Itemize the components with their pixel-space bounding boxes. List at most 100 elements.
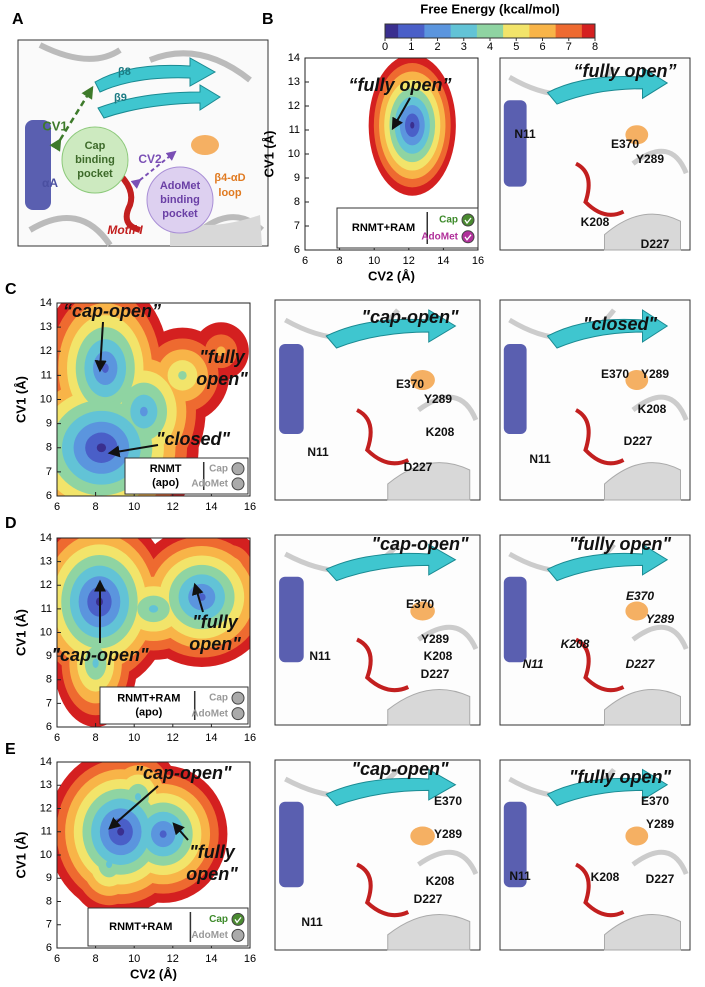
y-tick-label: 14 xyxy=(40,756,52,768)
helix xyxy=(25,120,51,210)
annotation-arrow xyxy=(172,822,189,841)
beta-strand xyxy=(546,543,669,582)
y-tick-label: 13 xyxy=(288,76,300,88)
structure-panel xyxy=(499,759,691,951)
label: β8 xyxy=(118,66,131,78)
residue-label: D227 xyxy=(624,434,653,448)
structure-panel xyxy=(499,534,691,726)
x-tick-label: 10 xyxy=(128,501,140,513)
x-axis-label: CV2 (Å) xyxy=(368,268,415,283)
loop xyxy=(574,862,625,918)
y-tick-label: 9 xyxy=(294,172,300,184)
legend-box xyxy=(124,457,249,495)
colorbar-band xyxy=(437,24,452,38)
x-tick-label: 16 xyxy=(472,255,484,267)
legend-check xyxy=(464,217,472,225)
x-tick-label: 12 xyxy=(403,255,415,267)
residue-label: N11 xyxy=(309,649,331,663)
legend-ligand: AdoMet xyxy=(191,479,228,490)
residue-label: N11 xyxy=(522,657,543,671)
y-tick-label: 13 xyxy=(40,321,52,333)
x-tick-label: 14 xyxy=(205,501,217,513)
y-tick-label: 10 xyxy=(288,148,300,160)
y-tick-label: 12 xyxy=(40,579,52,591)
x-tick-label: 14 xyxy=(437,255,449,267)
x-tick-label: 8 xyxy=(93,732,99,744)
y-tick-label: 8 xyxy=(46,895,52,907)
colorbar-band xyxy=(463,24,478,38)
residue-label: E370 xyxy=(396,377,424,391)
annotation-arrow xyxy=(108,785,159,830)
y-axis-label: CV1 (Å) xyxy=(13,609,28,656)
loop-ribbon xyxy=(625,370,649,390)
legend-ligand: Cap xyxy=(209,914,228,925)
colorbar-tick-label: 1 xyxy=(408,41,414,53)
legend-ligand: Cap xyxy=(209,693,228,704)
loop-ribbon xyxy=(625,125,649,145)
legend-box xyxy=(87,907,249,947)
structure-panel xyxy=(274,759,481,951)
residue-label: Y289 xyxy=(636,152,664,166)
label: binding xyxy=(75,154,115,166)
label: Motif I xyxy=(107,223,143,237)
residue-label: K208 xyxy=(424,649,453,663)
colorbar-band xyxy=(568,24,583,38)
residue-label: N11 xyxy=(307,445,329,459)
helix xyxy=(279,576,304,663)
colorbar-band xyxy=(424,24,438,38)
y-tick-label: 10 xyxy=(40,626,52,638)
colorbar-band xyxy=(450,24,465,38)
loop xyxy=(574,161,625,217)
loop-ribbon xyxy=(410,601,435,621)
x-tick-label: 12 xyxy=(167,953,179,965)
helix xyxy=(604,689,681,726)
legend-marker xyxy=(231,477,245,491)
x-tick-label: 8 xyxy=(93,953,99,965)
x-tick-label: 14 xyxy=(205,732,217,744)
energy-contour xyxy=(106,860,113,869)
x-tick-label: 8 xyxy=(93,501,99,513)
legend-system: (apo) xyxy=(152,477,179,489)
annotation: "cap-open" xyxy=(51,645,149,665)
x-tick-label: 16 xyxy=(244,953,256,965)
legend-box xyxy=(336,207,479,249)
x-tick-label: 12 xyxy=(167,501,179,513)
y-tick-label: 12 xyxy=(40,345,52,357)
structure-title: "cap-open" xyxy=(351,759,449,779)
x-tick-label: 16 xyxy=(244,732,256,744)
y-tick-label: 9 xyxy=(46,650,52,662)
x-tick-label: 16 xyxy=(244,501,256,513)
annotation: "cap-open" xyxy=(134,763,232,783)
energy-contour xyxy=(92,658,99,668)
legend-marker xyxy=(231,928,245,942)
annotation: "closed" xyxy=(156,429,231,449)
y-tick-label: 11 xyxy=(41,369,52,381)
label: Cap xyxy=(85,140,106,152)
y-tick-label: 6 xyxy=(294,244,300,256)
y-tick-label: 12 xyxy=(288,100,300,112)
residue-label: N11 xyxy=(301,915,323,929)
residue-label: K208 xyxy=(426,874,455,888)
residue-label: K208 xyxy=(591,870,620,884)
residue-label: D227 xyxy=(626,657,656,671)
y-tick-label: 14 xyxy=(288,52,300,64)
colorbar-band xyxy=(581,24,596,38)
x-tick-label: 10 xyxy=(128,953,140,965)
energy-contour xyxy=(148,605,159,613)
x-tick-label: 10 xyxy=(128,732,140,744)
energy-contour xyxy=(134,793,142,801)
helix xyxy=(604,213,681,251)
structure-title: "fully open" xyxy=(569,534,672,554)
colorbar-band xyxy=(516,24,530,38)
residue-label: E370 xyxy=(601,367,629,381)
legend-marker xyxy=(231,912,245,926)
y-tick-label: 10 xyxy=(40,849,52,861)
legend-marker xyxy=(461,230,475,244)
energy-contour xyxy=(178,371,187,380)
helix xyxy=(387,462,471,501)
panel-label: B xyxy=(262,11,274,28)
beta-strand xyxy=(546,768,669,807)
colorbar-band xyxy=(490,24,504,38)
colorbar-band xyxy=(385,24,399,38)
